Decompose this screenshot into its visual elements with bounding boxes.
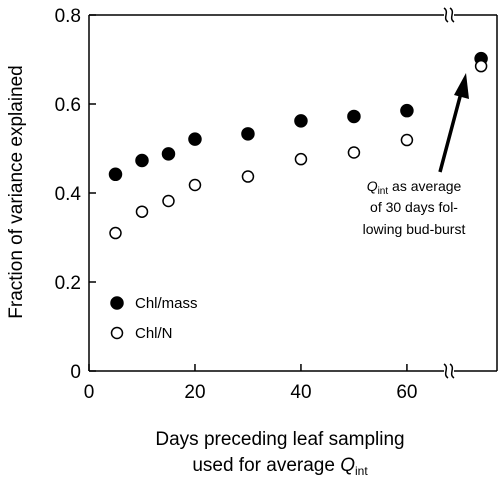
point-chl-n (162, 194, 175, 208)
legend-marker-chl-n (110, 326, 124, 340)
point-chl-mass (188, 132, 202, 146)
annotation-int: int (378, 186, 389, 197)
axis-break-top-1 (449, 7, 455, 23)
x-axis-label-line2: used for average Qint (192, 455, 368, 478)
legend-label-chl-n: Chl/N (135, 325, 173, 342)
x-axis-label-int: int (355, 464, 368, 478)
ticks: 0 0.2 0.4 0.6 0.8 0 20 40 60 (55, 6, 418, 403)
axis-break-bottom-0 (443, 363, 449, 379)
x-axis-label-line1: Days preceding leaf sampling (155, 429, 404, 450)
annotation-arrow-line (438, 92, 463, 173)
point-chl-mass (241, 127, 255, 141)
legend-marker-chl-mass (110, 296, 124, 310)
x-tick-label: 60 (396, 382, 417, 403)
point-chl-mass (161, 147, 176, 161)
point-chl-n (474, 59, 488, 73)
x-tick-label: 20 (184, 382, 205, 403)
annotation-q: Q (367, 178, 378, 194)
y-tick-label: 0.6 (55, 95, 81, 116)
point-chl-mass (135, 153, 149, 168)
y-tick-label: 0 (70, 362, 81, 383)
x-tick-label: 40 (290, 382, 311, 403)
x-axis-label-prefix: used for average (192, 455, 335, 476)
annotation: Qint as average of 30 days fol- lowing b… (363, 73, 469, 237)
x-tick-label: 0 (84, 382, 95, 403)
point-chl-n (294, 152, 308, 166)
annotation-arrowhead (454, 73, 469, 99)
annotation-line3: lowing bud-burst (363, 221, 466, 237)
axis-break-top-0 (443, 7, 449, 23)
point-chl-n (241, 170, 255, 183)
y-tick-label: 0.4 (55, 184, 82, 205)
x-axis-label-q: Q (340, 455, 355, 476)
legend-label-chl-mass: Chl/mass (135, 295, 198, 312)
point-chl-n (109, 226, 122, 240)
point-chl-n (347, 146, 361, 159)
y-axis-label: Fraction of variance explained (6, 65, 27, 318)
point-chl-mass (400, 103, 414, 118)
point-chl-n (135, 205, 149, 218)
legend: Chl/mass Chl/N (110, 295, 198, 342)
point-chl-mass (347, 109, 361, 124)
data-points (108, 51, 488, 240)
y-tick-label: 0.2 (55, 273, 81, 294)
point-chl-n (400, 133, 414, 147)
y-tick-label: 0.8 (55, 6, 81, 27)
annotation-line1: Qint as average (367, 178, 462, 197)
point-chl-mass (294, 114, 308, 128)
annotation-suffix: as average (392, 178, 461, 194)
axis-break-bottom-1 (449, 363, 455, 379)
point-chl-n (188, 178, 202, 192)
point-chl-mass (108, 167, 123, 182)
annotation-line2: of 30 days fol- (370, 199, 458, 215)
